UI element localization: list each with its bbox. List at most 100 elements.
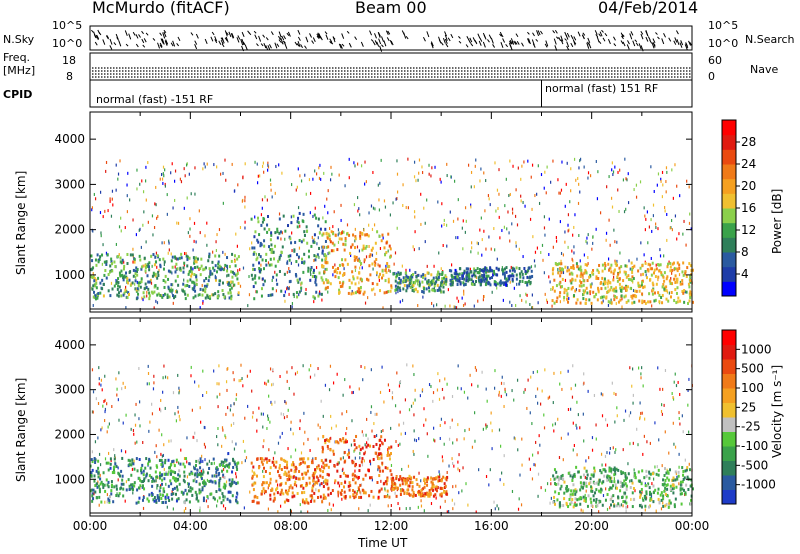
noise-cell [606, 451, 608, 455]
echo-cell [421, 280, 424, 284]
noise-cell [619, 168, 621, 172]
noise-cell [336, 372, 338, 376]
noise-cell [249, 369, 251, 373]
noise-cell [522, 255, 524, 259]
noise-cell [641, 366, 643, 370]
noise-cell [503, 382, 505, 386]
echo-cell [610, 301, 613, 305]
noise-cell [591, 247, 593, 251]
echo-cell [204, 286, 207, 290]
echo-cell [203, 479, 206, 483]
echo-cell [438, 288, 441, 292]
noise-cell [469, 373, 471, 377]
echo-cell [236, 271, 239, 275]
noise-cell [585, 489, 587, 493]
echo-cell [91, 259, 94, 263]
echo-cell [252, 285, 255, 289]
noise-cell [544, 233, 546, 237]
nsky-trace [613, 43, 617, 47]
noise-cell [672, 395, 674, 399]
noise-cell [644, 228, 646, 232]
nsky-trace [176, 42, 180, 47]
echo-cell [215, 470, 218, 474]
noise-cell [567, 229, 569, 233]
noise-cell [227, 367, 229, 371]
noise-cell [674, 372, 676, 376]
noise-cell [582, 276, 584, 280]
noise-cell [461, 489, 463, 493]
echo-cell [288, 235, 291, 239]
nsky-trace [458, 36, 461, 39]
echo-cell [604, 264, 607, 268]
echo-cell [178, 469, 181, 473]
nsky-trace [465, 44, 469, 48]
noise-cell [95, 397, 97, 401]
echo-cell [387, 232, 390, 236]
nsky-trace [470, 43, 474, 47]
noise-cell [451, 457, 453, 461]
echo-cell [202, 268, 205, 272]
echo-cell [217, 262, 220, 266]
echo-cell [158, 489, 161, 493]
noise-cell [375, 251, 378, 255]
echo-cell [142, 291, 145, 295]
echo-cell [198, 482, 201, 486]
echo-cell [555, 299, 558, 303]
echo-cell [128, 270, 131, 274]
echo-cell [133, 260, 136, 264]
echo-cell [676, 269, 679, 273]
noise-cell [267, 379, 269, 383]
echo-cell [503, 281, 506, 285]
noise-cell [587, 233, 589, 237]
noise-cell [260, 412, 262, 416]
noise-cell [389, 213, 391, 217]
echo-cell [501, 281, 504, 285]
noise-cell [428, 383, 431, 387]
noise-cell [351, 289, 353, 293]
echo-cell [402, 287, 405, 291]
noise-cell [362, 378, 364, 382]
cpid-segment-1: normal (fast) -151 RF [96, 93, 214, 106]
noise-cell [668, 291, 670, 295]
noise-cell [661, 412, 664, 416]
noise-cell [183, 278, 185, 282]
nsky-trace [450, 33, 454, 39]
echo-cell [683, 289, 686, 293]
echo-cell [139, 258, 142, 262]
nsky-trace [422, 36, 426, 42]
noise-cell [671, 271, 673, 275]
echo-cell [485, 278, 488, 282]
echo-cell [678, 263, 681, 267]
echo-cell [421, 290, 424, 294]
echo-cell [484, 283, 487, 287]
echo-cell [223, 295, 226, 299]
echo-cell [354, 246, 357, 250]
noise-cell [340, 218, 342, 222]
echo-cell [350, 292, 353, 296]
echo-cell [266, 230, 269, 234]
echo-cell [208, 466, 211, 470]
echo-cell [154, 272, 157, 276]
echo-cell [148, 493, 151, 497]
echo-cell [600, 287, 603, 291]
echo-cell [97, 475, 100, 479]
noise-cell [342, 467, 344, 471]
noise-cell [655, 225, 657, 229]
noise-cell [523, 390, 525, 394]
echo-cell [589, 274, 592, 278]
echo-cell [120, 294, 123, 298]
noise-cell [213, 369, 215, 373]
echo-cell [122, 275, 125, 279]
echo-cell [131, 281, 134, 285]
noise-cell [490, 411, 492, 415]
echo-cell [156, 484, 159, 488]
noise-cell [377, 263, 379, 267]
noise-cell [155, 203, 157, 207]
echo-cell [203, 267, 206, 271]
noise-cell [370, 368, 372, 372]
echo-cell [336, 271, 339, 275]
echo-cell [136, 268, 139, 272]
noise-cell [104, 457, 107, 461]
noise-cell [533, 259, 536, 263]
noise-cell [549, 501, 551, 505]
